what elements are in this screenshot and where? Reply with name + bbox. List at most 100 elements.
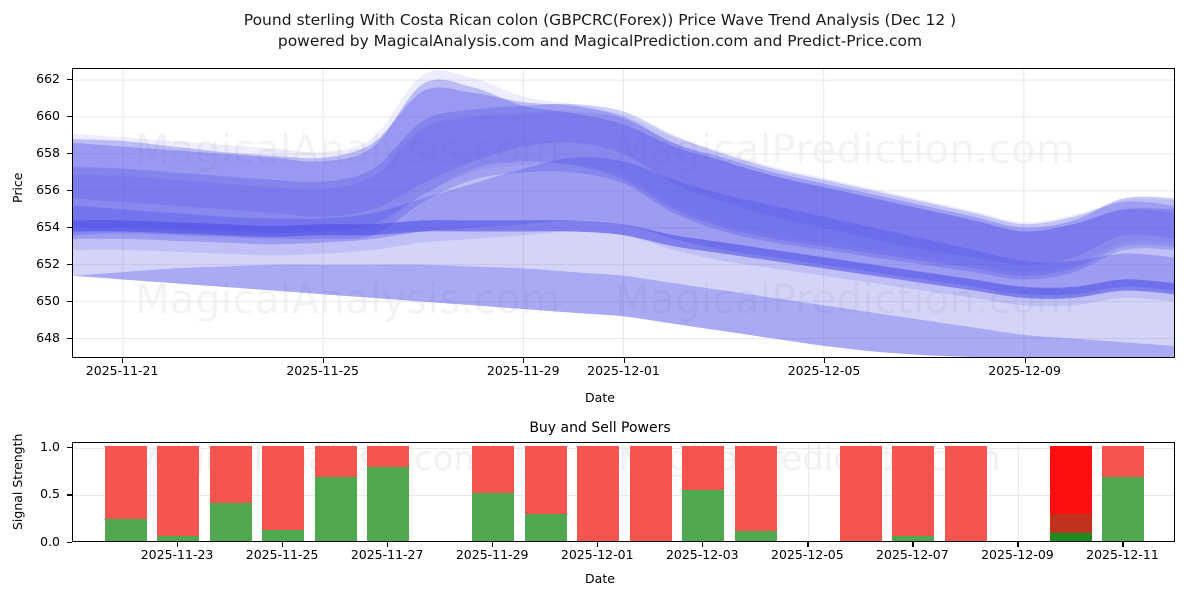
price-y-tick-mark: [67, 263, 72, 265]
power-x-tick-mark: [597, 542, 599, 547]
bar-segment-sell: [262, 445, 305, 530]
bar-segment-sell: [734, 445, 777, 531]
power-x-tick-mark: [912, 542, 914, 547]
power-vgridline: [808, 443, 810, 541]
price-x-tick-mark: [322, 358, 324, 363]
power-bar[interactable]: [524, 445, 567, 541]
power-bar[interactable]: [209, 445, 252, 541]
power-x-tick-label: 2025-12-09: [981, 547, 1054, 562]
power-y-tick-mark: [67, 446, 72, 448]
power-gridline: [73, 447, 1174, 449]
power-bar[interactable]: [1102, 445, 1145, 541]
bar-segment-sell: [892, 445, 935, 537]
bar-segment-sell: [524, 445, 567, 515]
bar-segment-sell-bright: [1049, 445, 1092, 515]
price-x-tick-label: 2025-12-01: [587, 363, 660, 378]
price-x-tick-label: 2025-11-25: [286, 363, 359, 378]
power-bar[interactable]: [262, 445, 305, 541]
price-y-tick-label: 654: [36, 218, 60, 234]
price-y-tick-mark: [67, 226, 72, 228]
price-wave-band: [73, 87, 1174, 357]
price-y-tick-label: 658: [36, 144, 60, 160]
bar-segment-sell: [1102, 445, 1145, 478]
power-bar[interactable]: [839, 445, 882, 541]
chart-title-line-1: Pound sterling With Costa Rican colon (G…: [243, 11, 957, 29]
power-x-tick-label: 2025-12-07: [876, 547, 949, 562]
price-x-tick-mark: [623, 358, 625, 363]
bar-segment-buy: [1102, 477, 1145, 541]
power-y-tick-mark: [67, 542, 72, 544]
power-x-tick-label: 2025-11-27: [350, 547, 424, 562]
bar-segment-sell: [104, 445, 147, 520]
bar-segment-buy: [157, 536, 200, 541]
price-wave-plot: MagicalAnalysis.com MagicalPrediction.co…: [72, 68, 1175, 358]
price-y-tick-mark: [67, 337, 72, 339]
price-x-tick-label: 2025-11-29: [486, 363, 560, 378]
power-bar[interactable]: [314, 445, 357, 541]
price-x-tick-label: 2025-12-05: [787, 363, 861, 378]
power-y-tick-mark: [67, 494, 72, 496]
bar-segment-buy: [472, 493, 515, 541]
power-x-tick-label: 2025-12-11: [1086, 547, 1159, 562]
bar-segment-sell: [472, 445, 515, 494]
power-chart-title: Buy and Sell Powers: [529, 420, 671, 436]
power-bar[interactable]: [367, 445, 410, 541]
price-x-tick-mark: [824, 358, 826, 363]
bar-segment-buy: [367, 466, 410, 541]
bar-segment-buy: [892, 536, 935, 541]
power-bar[interactable]: [1049, 445, 1092, 541]
power-x-tick-mark: [1017, 542, 1019, 547]
price-x-tick-label: 2025-12-09: [988, 363, 1061, 378]
price-y-tick-mark: [67, 116, 72, 118]
price-y-tick-mark: [67, 300, 72, 302]
bar-segment-buy: [734, 530, 777, 541]
bar-segment-buy: [209, 502, 252, 541]
price-y-tick-label: 652: [36, 255, 60, 271]
power-bar[interactable]: [104, 445, 147, 541]
chart-title-line-2: powered by MagicalAnalysis.com and Magic…: [277, 32, 923, 50]
power-gridline: [73, 495, 1174, 497]
power-bar[interactable]: [577, 445, 620, 541]
price-x-tick-label: 2025-11-21: [85, 363, 159, 378]
price-y-tick-label: 660: [36, 108, 60, 123]
bar-segment-sell: [209, 445, 252, 503]
price-wave-svg: [73, 69, 1174, 357]
price-x-tick-mark: [523, 358, 525, 363]
power-bar[interactable]: [682, 445, 725, 541]
price-x-axis-title: Date: [585, 390, 615, 405]
power-x-tick-label: 2025-11-25: [245, 547, 319, 562]
bar-segment-sell: [682, 445, 725, 490]
power-bar[interactable]: [734, 445, 777, 541]
power-x-tick-mark: [702, 542, 704, 547]
power-x-tick-mark: [1122, 542, 1124, 547]
power-bar[interactable]: [629, 445, 672, 541]
bar-segment-sell: [157, 445, 200, 537]
price-y-tick-label: 662: [36, 71, 60, 87]
price-y-tick-label: 650: [36, 292, 60, 308]
power-x-tick-mark: [807, 542, 809, 547]
power-bar[interactable]: [157, 445, 200, 541]
bar-segment-buy-dark: [1049, 533, 1092, 541]
bar-segment-buy: [314, 477, 357, 541]
price-y-tick-mark: [67, 189, 72, 192]
power-bar[interactable]: [472, 445, 515, 541]
price-wave-band: [73, 111, 1174, 307]
bar-segment-sell: [629, 445, 672, 541]
bar-segment-buy: [524, 514, 567, 541]
price-wave-band: [73, 103, 1174, 280]
bar-segment-sell-dark: [1049, 514, 1092, 534]
power-bar[interactable]: [944, 445, 987, 541]
power-x-axis-title: Date: [585, 571, 615, 586]
power-x-tick-mark: [282, 542, 284, 547]
price-wave-band: [73, 220, 1174, 299]
power-x-tick-mark: [492, 542, 494, 547]
power-x-tick-label: 2025-11-23: [140, 547, 214, 562]
power-bar[interactable]: [892, 445, 935, 541]
power-x-tick-label: 2025-12-03: [665, 547, 739, 562]
price-wave-band: [73, 264, 1174, 357]
chart-title-block: Pound sterling With Costa Rican colon (G…: [0, 10, 1200, 52]
power-y-tick-label: 0.5: [40, 486, 60, 502]
price-x-tick-mark: [1024, 358, 1026, 363]
power-x-tick-label: 2025-12-05: [771, 547, 844, 562]
